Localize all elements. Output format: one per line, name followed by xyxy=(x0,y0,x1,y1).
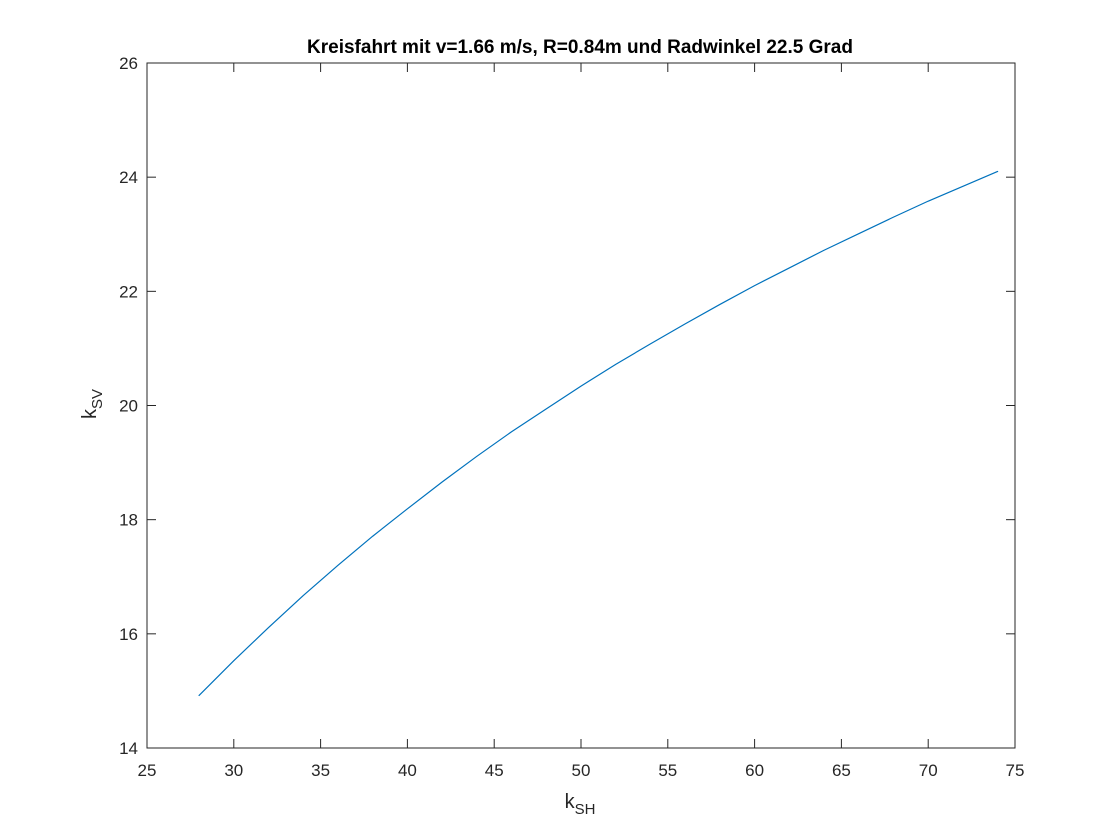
y-tick-label: 16 xyxy=(119,625,138,644)
x-tick-label: 30 xyxy=(224,761,243,780)
x-tick-label: 50 xyxy=(572,761,591,780)
x-tick-label: 45 xyxy=(485,761,504,780)
ticks: 25 30 35 40 45 50 55 60 65 70 75 14 16 18 20 22 24 26 xyxy=(119,54,1024,780)
y-tick-label: 18 xyxy=(119,511,138,530)
y-tick-label: 24 xyxy=(119,168,138,187)
x-tick-label: 75 xyxy=(1006,761,1025,780)
x-tick-label: 25 xyxy=(138,761,157,780)
x-tick-label: 35 xyxy=(311,761,330,780)
y-tick-label: 20 xyxy=(119,397,138,416)
chart-title: Kreisfahrt mit v=1.66 m/s, R=0.84m und R… xyxy=(307,37,853,58)
series-line xyxy=(198,170,999,697)
plot-area xyxy=(198,170,999,697)
x-tick-label: 60 xyxy=(745,761,764,780)
y-tick-label: 14 xyxy=(119,739,138,758)
axes-box xyxy=(146,62,1016,749)
y-axis-title-subscript: SV xyxy=(89,389,106,409)
y-axis-title: kSV xyxy=(79,389,106,419)
x-tick-label: 40 xyxy=(398,761,417,780)
x-axis-title-base: k xyxy=(565,791,576,813)
x-axis-title: kSH xyxy=(565,791,596,818)
y-axis-title-base: k xyxy=(79,408,101,419)
x-tick-label: 55 xyxy=(658,761,677,780)
axes-frame xyxy=(146,62,1016,749)
y-tick-label: 26 xyxy=(119,54,138,73)
y-tick-label: 22 xyxy=(119,282,138,301)
x-tick-label: 65 xyxy=(832,761,851,780)
x-tick-label: 70 xyxy=(919,761,938,780)
x-axis-title-subscript: SH xyxy=(575,801,596,818)
